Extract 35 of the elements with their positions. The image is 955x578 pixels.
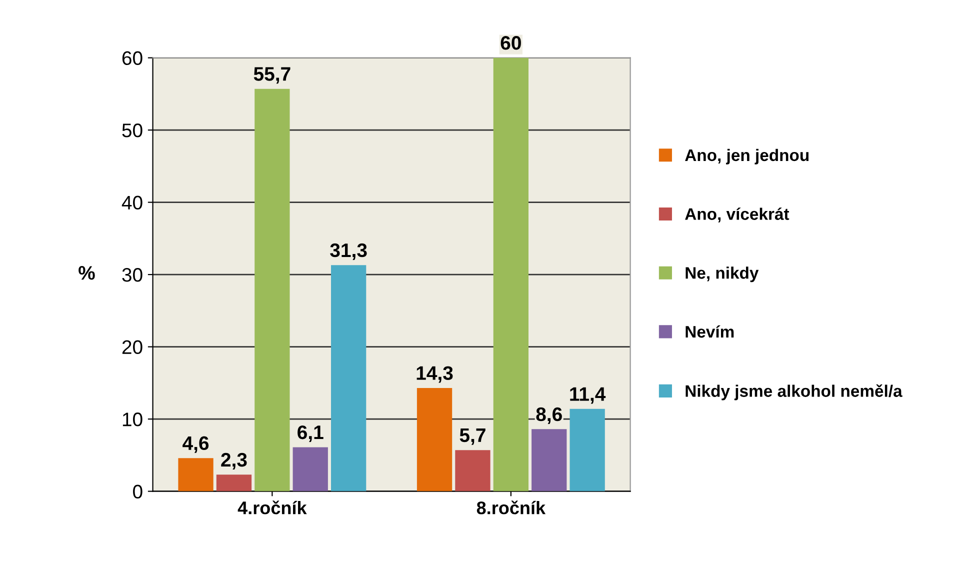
data-label: 60: [500, 36, 521, 50]
bar: [178, 458, 214, 492]
bar: [216, 474, 252, 492]
data-label: 4,6: [182, 436, 209, 453]
y-tick-label: 60: [122, 51, 142, 66]
data-label: 55,7: [254, 67, 290, 84]
bar: [532, 429, 567, 492]
y-tick-label: 20: [122, 340, 142, 354]
x-tick-label: 8.ročník: [476, 500, 546, 514]
y-tick-label: 0: [133, 484, 142, 499]
bar: [493, 58, 528, 492]
y-tick-label: 40: [122, 196, 142, 210]
bar: [254, 88, 290, 492]
legend-label: Nevím: [686, 325, 734, 338]
data-label: 2,3: [221, 452, 247, 470]
bar: [455, 450, 490, 492]
data-label: 11,4: [570, 387, 606, 404]
data-label: 8,6: [536, 407, 562, 424]
y-tick-label: 10: [122, 412, 142, 426]
bar: [331, 265, 366, 492]
y-tick-label: 30: [122, 268, 142, 282]
data-label: 14,3: [416, 366, 453, 383]
legend-label: Ne, nikdy: [686, 266, 759, 282]
legend-label: Ano, vícekrát: [685, 208, 790, 222]
bar: [416, 388, 452, 492]
legend-label: Nikdy jsme alkohol neměl/a: [686, 384, 902, 400]
data-label: 5,7: [460, 428, 486, 445]
data-label: 6,1: [298, 425, 324, 442]
legend-label: Ano, jen jednou: [685, 148, 809, 164]
data-label: 31,3: [330, 243, 367, 260]
bar: [292, 447, 328, 492]
x-tick-label: 4.ročník: [238, 500, 307, 514]
bar: [570, 408, 605, 492]
y-tick-label: 50: [122, 124, 142, 138]
y-axis-title: %: [78, 266, 95, 280]
